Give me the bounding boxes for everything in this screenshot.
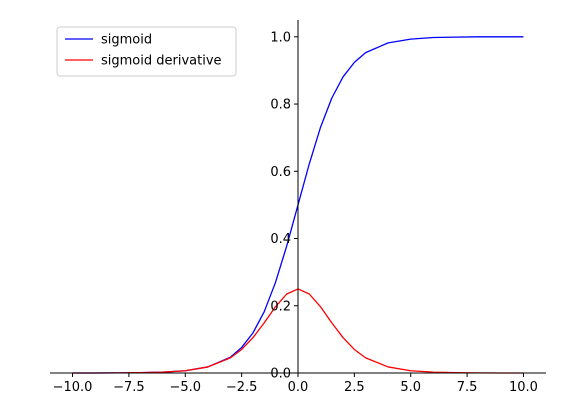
y-tick-label: 0.6 [270,165,291,180]
x-tick-label: 10.0 [509,380,538,395]
y-tick-label: 0.2 [270,299,291,314]
x-tick-label: −10.0 [53,380,93,395]
y-tick-label: 0.4 [270,232,291,247]
y-tick-label: 1.0 [270,30,291,45]
x-tick-label: 0.0 [288,380,309,395]
x-tick-label: 7.5 [457,380,478,395]
y-axis-ticks: 0.0 0.2 0.4 0.6 0.8 1.0 [270,30,298,382]
y-tick-label: 0.0 [270,367,291,382]
legend-box [56,26,237,77]
x-tick-label: −7.5 [113,380,145,395]
legend-label-sigmoid-derivative: sigmoid derivative [101,54,222,69]
x-axis-ticks: −10.0 −7.5 −5.0 −2.5 0.0 2.5 5.0 7.5 10.0 [53,373,538,395]
x-tick-label: −2.5 [226,380,258,395]
legend: sigmoid sigmoid derivative [56,26,237,77]
x-tick-label: 2.5 [344,380,365,395]
x-tick-label: 5.0 [400,380,421,395]
x-tick-label: −5.0 [169,380,201,395]
y-tick-label: 0.8 [270,98,291,113]
legend-label-sigmoid: sigmoid [101,33,152,48]
